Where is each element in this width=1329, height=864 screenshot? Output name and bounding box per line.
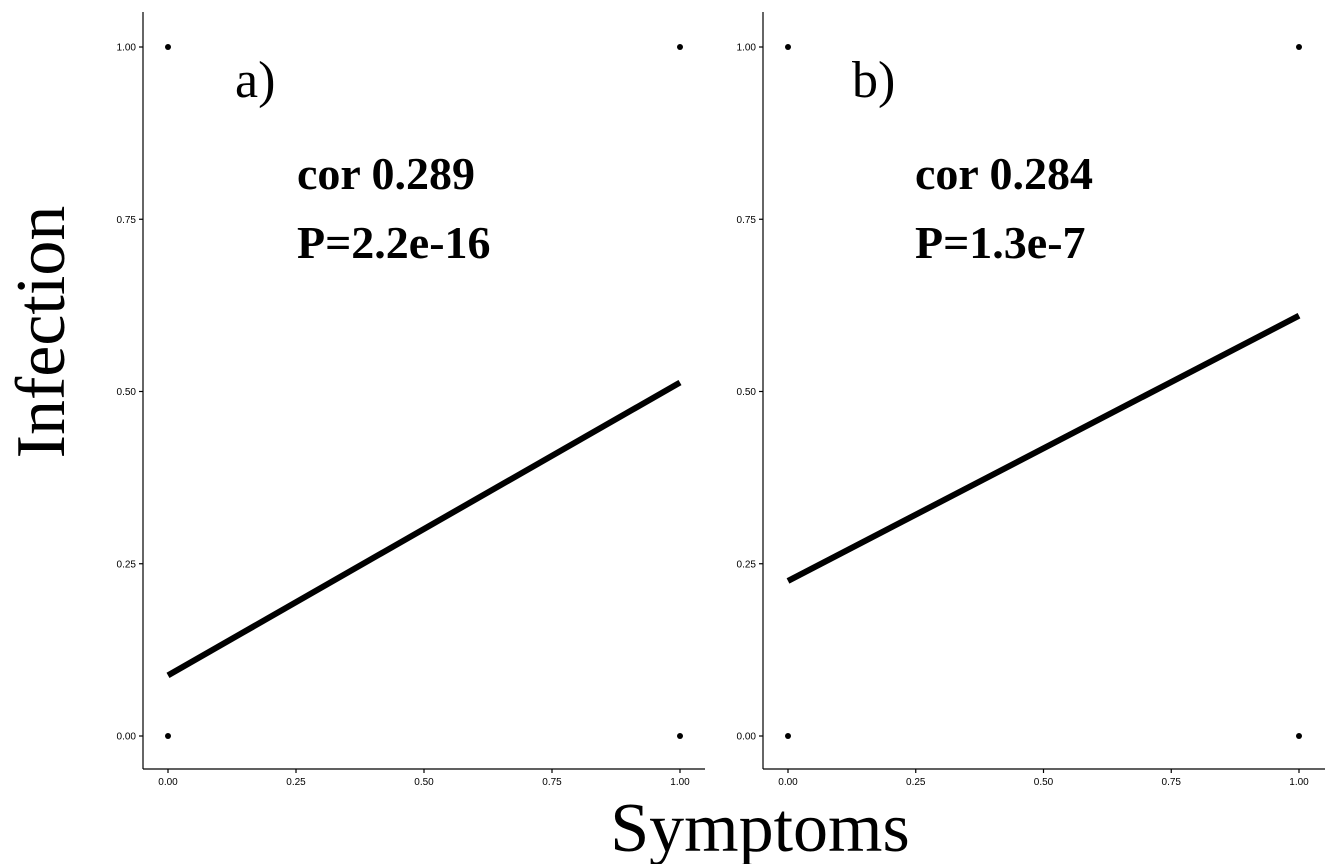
y-tick-label: 0.00 (737, 732, 757, 743)
x-tick-label: 0.25 (286, 777, 306, 788)
y-tick-label: 1.00 (737, 43, 757, 54)
data-point (677, 733, 683, 739)
y-tick-label: 0.75 (117, 215, 137, 226)
x-tick-label: 0.75 (1162, 777, 1182, 788)
x-axis-label: Symptoms (610, 790, 910, 864)
fit-line (786, 313, 1301, 584)
data-point (1296, 44, 1302, 50)
data-point (677, 44, 683, 50)
fit-line (166, 379, 682, 678)
y-tick-label: 0.00 (117, 732, 137, 743)
y-tick-label: 0.50 (737, 387, 757, 398)
x-tick-label: 0.25 (906, 777, 926, 788)
data-point (165, 733, 171, 739)
y-tick-label: 0.25 (117, 559, 137, 570)
data-point (165, 44, 171, 50)
data-point (1296, 733, 1302, 739)
x-tick-label: 0.50 (1034, 777, 1054, 788)
panel-b: 0.00 0.25 0.50 0.75 1.00 0.00 0.25 0.50 0.75 1.00… (737, 12, 1325, 788)
p-value-annotation: P=1.3e-7 (915, 217, 1086, 268)
correlation-annotation: cor 0.284 (915, 148, 1093, 199)
y-tick-label: 0.25 (737, 559, 757, 570)
panel-a: 0.00 0.25 0.50 0.75 1.00 0.00 0.25 0.50 0.75 1.00… (117, 12, 705, 788)
y-axis-label: Infection (3, 206, 80, 459)
y-tick-label: 0.50 (117, 387, 137, 398)
x-tick-label: 0.75 (542, 777, 562, 788)
y-tick-label: 0.75 (737, 215, 757, 226)
p-value-annotation: P=2.2e-16 (297, 217, 491, 268)
x-tick-label: 0.50 (414, 777, 434, 788)
x-tick-label: 0.00 (158, 777, 178, 788)
panel-label: a) (235, 52, 275, 109)
data-point (785, 733, 791, 739)
panel-label: b) (852, 52, 895, 109)
x-tick-label: 0.00 (778, 777, 798, 788)
correlation-annotation: cor 0.289 (297, 148, 475, 199)
data-point (785, 44, 791, 50)
x-tick-label: 1.00 (670, 777, 690, 788)
x-tick-label: 1.00 (1289, 777, 1309, 788)
y-tick-label: 1.00 (117, 43, 137, 54)
